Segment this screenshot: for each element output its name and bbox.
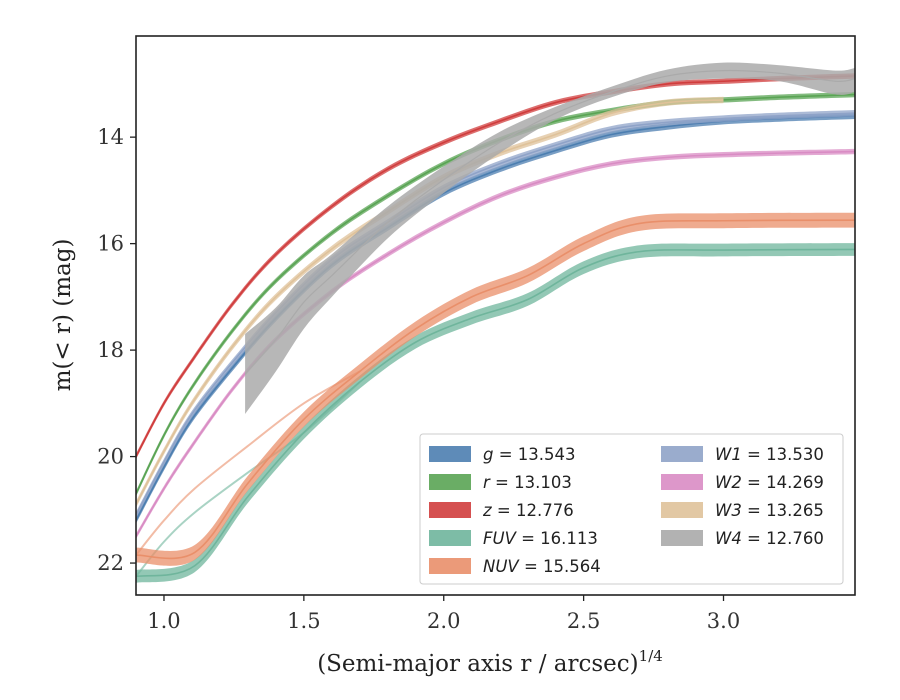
y-tick-label: 18 bbox=[97, 338, 124, 362]
x-axis-label-base: (Semi-major axis r / arcsec) bbox=[317, 651, 638, 677]
legend-symbol: W3 bbox=[715, 501, 742, 520]
series-z bbox=[136, 73, 855, 460]
legend-box bbox=[419, 433, 844, 585]
y-tick-label: 22 bbox=[97, 551, 124, 575]
legend-label-fuv: FUV = 16.113 bbox=[483, 529, 598, 548]
plot-frame bbox=[135, 35, 856, 596]
y-tick-label: 16 bbox=[97, 232, 124, 256]
legend-swatch-z bbox=[429, 502, 471, 518]
series-w4 bbox=[244, 62, 855, 414]
legend-symbol: g bbox=[483, 445, 493, 464]
series-nuv bbox=[136, 212, 855, 566]
x-axis-label-exponent: 1/4 bbox=[639, 647, 663, 665]
y-axis-label: m(< r) (mag) bbox=[50, 239, 76, 392]
legend-swatch-w1 bbox=[661, 446, 703, 462]
legend-value: = 16.113 bbox=[516, 529, 598, 548]
legend-swatch-g bbox=[429, 446, 471, 462]
legend-symbol: r bbox=[483, 473, 491, 492]
series-w2 bbox=[136, 148, 855, 540]
legend-swatch-r bbox=[429, 474, 471, 490]
legend-label-w1: W1 = 13.530 bbox=[715, 445, 824, 464]
series-line-z bbox=[136, 75, 855, 457]
legend-label-r: r = 13.103 bbox=[483, 473, 572, 492]
x-tick-label: 2.0 bbox=[427, 609, 460, 633]
x-tick-label: 1.5 bbox=[287, 609, 320, 633]
series-line-fuv bbox=[136, 248, 855, 578]
legend-label-w3: W3 = 13.265 bbox=[715, 501, 824, 520]
legend-swatch-w2 bbox=[661, 474, 703, 490]
legend-value: = 13.103 bbox=[490, 473, 572, 492]
legend-label-w4: W4 = 12.760 bbox=[715, 529, 824, 548]
legend-value: = 14.269 bbox=[742, 473, 824, 492]
x-tick-label: 1.0 bbox=[147, 609, 180, 633]
legend-value: = 12.760 bbox=[742, 529, 824, 548]
series-band-w4 bbox=[245, 62, 855, 414]
y-tick-label: 20 bbox=[97, 445, 124, 469]
legend-symbol: W4 bbox=[715, 529, 742, 548]
legend-value: = 15.564 bbox=[519, 557, 601, 576]
legend-swatch-nuv bbox=[429, 558, 471, 574]
series-line-w4 bbox=[244, 69, 855, 375]
series-band-nuv bbox=[136, 212, 855, 566]
x-tick-label: 3.0 bbox=[707, 609, 740, 633]
series-line-nuv bbox=[136, 219, 855, 560]
x-tick-label: 2.5 bbox=[567, 609, 600, 633]
y-tick-label: 14 bbox=[97, 125, 124, 149]
legend-label-w2: W2 = 14.269 bbox=[715, 473, 824, 492]
legend-symbol: NUV bbox=[483, 557, 520, 576]
ticks-layer: 1.0 1.5 2.0 2.5 3.0 14 16 18 20 22 bbox=[97, 125, 740, 633]
legend-swatch-fuv bbox=[429, 530, 471, 546]
legend-label-z: z = 12.776 bbox=[482, 501, 574, 520]
legend-symbol: W1 bbox=[715, 445, 742, 464]
legend-value: = 13.530 bbox=[742, 445, 824, 464]
legend-symbol: FUV bbox=[483, 529, 518, 548]
legend-value: = 13.543 bbox=[493, 445, 575, 464]
legend-label-nuv: NUV = 15.564 bbox=[483, 557, 601, 576]
legend-swatch-w3 bbox=[661, 502, 703, 518]
legend-value: = 12.776 bbox=[492, 501, 574, 520]
series-layer bbox=[136, 62, 855, 583]
series-faint-nuv bbox=[136, 370, 361, 556]
legend-label-g: g = 13.543 bbox=[483, 445, 576, 464]
legend-value: = 13.265 bbox=[742, 501, 824, 520]
legend-symbol: W2 bbox=[715, 473, 742, 492]
legend-symbol: z bbox=[482, 501, 492, 520]
x-axis-label: (Semi-major axis r / arcsec)1/4 bbox=[317, 647, 663, 677]
legend-swatch-w4 bbox=[661, 530, 703, 546]
series-line-w2 bbox=[136, 150, 855, 537]
series-fuv bbox=[136, 243, 855, 583]
